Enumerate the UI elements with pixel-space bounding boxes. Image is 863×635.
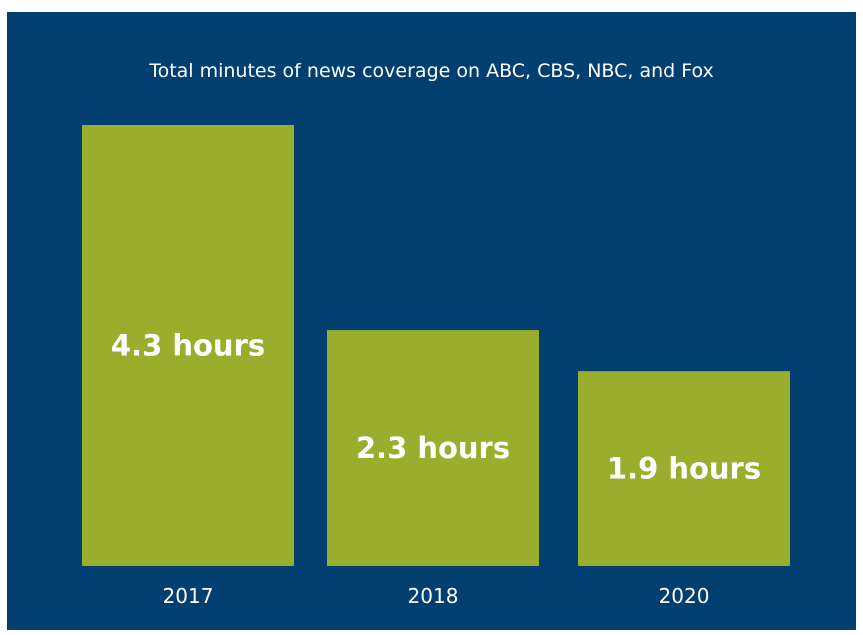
- bar-value-label-2020: 1.9 hours: [607, 452, 761, 486]
- x-tick-label-2018: 2018: [408, 584, 459, 608]
- x-tick-label-2017: 2017: [163, 584, 214, 608]
- bar-2018: [327, 330, 539, 566]
- x-tick-label-2020: 2020: [659, 584, 710, 608]
- bar-value-label-2017: 4.3 hours: [111, 329, 265, 363]
- bar-2020: [578, 371, 790, 566]
- chart-title: Total minutes of news coverage on ABC, C…: [149, 60, 714, 82]
- bar-value-label-2018: 2.3 hours: [356, 431, 510, 465]
- bar-2017: [82, 125, 294, 566]
